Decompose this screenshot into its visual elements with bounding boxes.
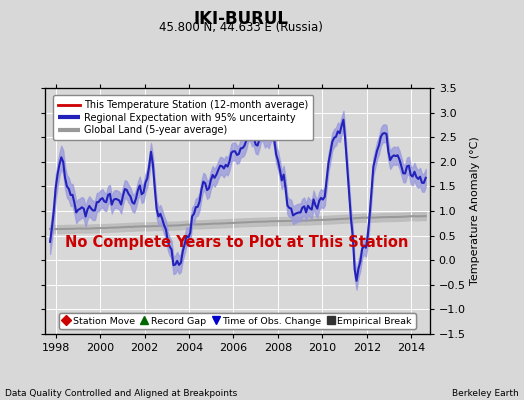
Text: Berkeley Earth: Berkeley Earth — [452, 389, 519, 398]
Text: Data Quality Controlled and Aligned at Breakpoints: Data Quality Controlled and Aligned at B… — [5, 389, 237, 398]
Text: No Complete Years to Plot at This Station: No Complete Years to Plot at This Statio… — [66, 236, 409, 250]
Legend: Station Move, Record Gap, Time of Obs. Change, Empirical Break: Station Move, Record Gap, Time of Obs. C… — [59, 313, 416, 329]
Text: 45.800 N, 44.633 E (Russia): 45.800 N, 44.633 E (Russia) — [159, 21, 323, 34]
Y-axis label: Temperature Anomaly (°C): Temperature Anomaly (°C) — [470, 137, 480, 285]
Text: IKI-BURUL: IKI-BURUL — [193, 10, 289, 28]
